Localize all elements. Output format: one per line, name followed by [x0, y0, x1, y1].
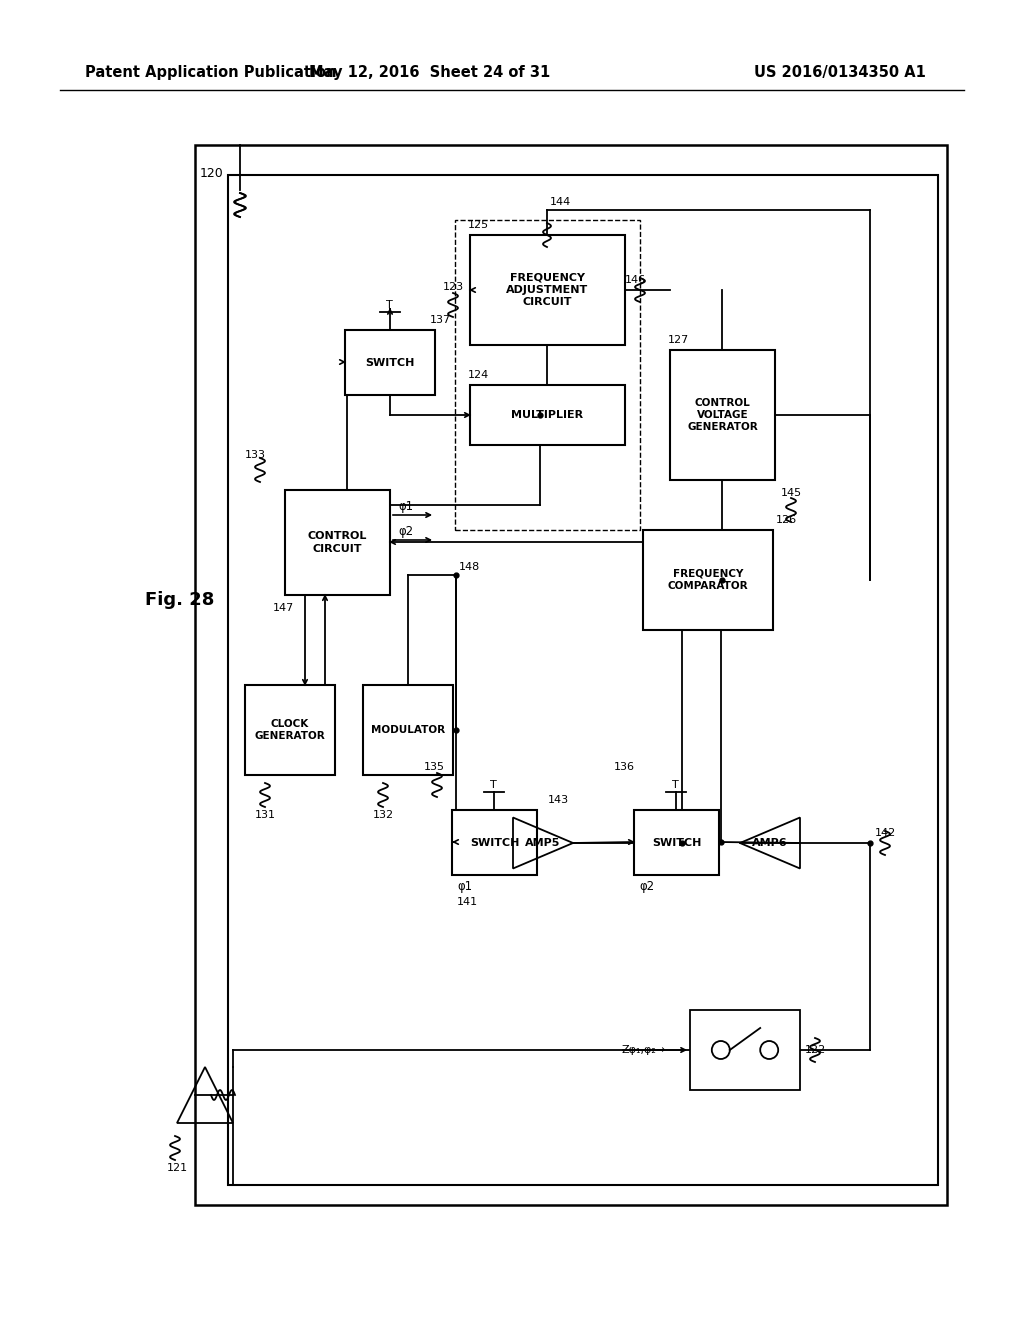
- Bar: [690, 1010, 800, 1090]
- Text: CONTROL
CIRCUIT: CONTROL CIRCUIT: [308, 531, 368, 553]
- Text: CONTROL
VOLTAGE
GENERATOR: CONTROL VOLTAGE GENERATOR: [687, 397, 758, 433]
- Text: FREQUENCY
ADJUSTMENT
CIRCUIT: FREQUENCY ADJUSTMENT CIRCUIT: [507, 273, 589, 308]
- Text: MODULATOR: MODULATOR: [371, 725, 445, 735]
- Bar: [470, 385, 625, 445]
- Text: 137: 137: [430, 315, 452, 325]
- Text: SWITCH: SWITCH: [366, 358, 415, 367]
- Text: 133: 133: [245, 450, 266, 459]
- Text: 144: 144: [550, 197, 571, 207]
- Text: Patent Application Publication: Patent Application Publication: [85, 65, 337, 79]
- Text: T: T: [386, 300, 393, 310]
- Text: φ2: φ2: [639, 880, 654, 894]
- Bar: [643, 531, 773, 630]
- Text: MULTIPLIER: MULTIPLIER: [511, 411, 584, 420]
- Bar: [345, 330, 435, 395]
- Text: SWITCH: SWITCH: [470, 837, 519, 847]
- Text: US 2016/0134350 A1: US 2016/0134350 A1: [754, 65, 926, 79]
- Text: FREQUENCY
COMPARATOR: FREQUENCY COMPARATOR: [668, 569, 749, 591]
- Text: May 12, 2016  Sheet 24 of 31: May 12, 2016 Sheet 24 of 31: [309, 65, 551, 79]
- Text: φ1: φ1: [398, 500, 413, 513]
- Bar: [670, 350, 775, 480]
- Bar: [634, 810, 719, 875]
- Text: 123: 123: [443, 282, 464, 292]
- Bar: [362, 685, 453, 775]
- Text: 146: 146: [625, 275, 646, 285]
- Text: T: T: [672, 780, 679, 789]
- Text: T: T: [490, 780, 497, 789]
- Bar: [470, 235, 625, 345]
- Text: 125: 125: [468, 220, 489, 230]
- Text: 127: 127: [668, 335, 689, 345]
- Text: 124: 124: [468, 370, 489, 380]
- Text: 141: 141: [457, 898, 478, 907]
- Text: Fig. 28: Fig. 28: [145, 591, 214, 609]
- Text: φ1: φ1: [457, 880, 472, 894]
- Text: 148: 148: [459, 562, 480, 572]
- Text: φ2: φ2: [398, 525, 413, 539]
- Bar: [452, 810, 537, 875]
- Text: 120: 120: [200, 168, 224, 180]
- Bar: [195, 145, 947, 1205]
- Bar: [228, 176, 938, 1185]
- Text: AMP6: AMP6: [753, 838, 787, 847]
- Text: 132: 132: [373, 810, 394, 820]
- Text: Zφ₁,φ₂→: Zφ₁,φ₂→: [622, 1045, 667, 1055]
- Text: CLOCK
GENERATOR: CLOCK GENERATOR: [255, 719, 326, 742]
- Text: 135: 135: [424, 762, 445, 772]
- Bar: [285, 490, 390, 595]
- Text: AMP5: AMP5: [525, 838, 561, 847]
- Text: 143: 143: [548, 795, 569, 805]
- Text: 131: 131: [255, 810, 276, 820]
- Bar: [245, 685, 335, 775]
- Text: 121: 121: [167, 1163, 188, 1173]
- Text: 145: 145: [781, 488, 802, 498]
- Text: 142: 142: [874, 828, 896, 838]
- Text: SWITCH: SWITCH: [652, 837, 701, 847]
- Text: 126: 126: [776, 515, 797, 525]
- Text: 147: 147: [273, 603, 294, 612]
- Text: 122: 122: [805, 1045, 826, 1055]
- Text: 136: 136: [614, 762, 635, 772]
- Bar: [455, 220, 640, 531]
